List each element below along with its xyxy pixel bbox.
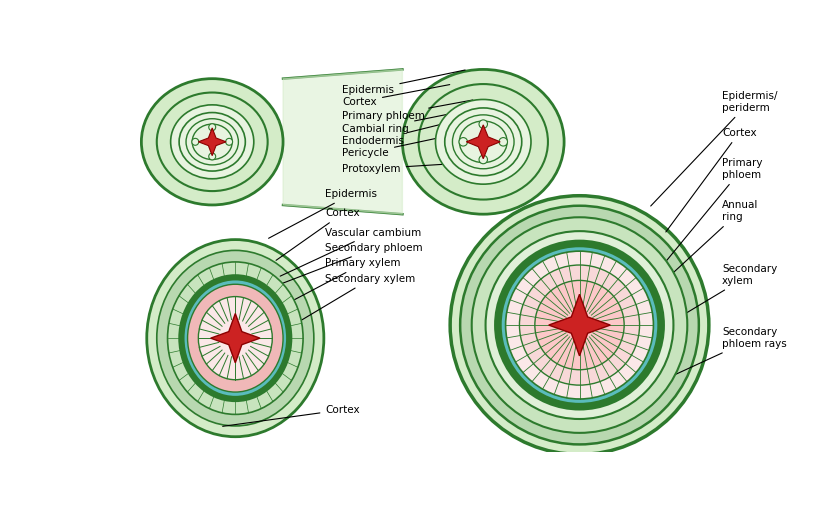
Ellipse shape (147, 240, 324, 437)
Ellipse shape (452, 115, 514, 169)
Circle shape (472, 217, 687, 433)
Circle shape (459, 138, 468, 146)
Polygon shape (283, 70, 402, 214)
Text: Cortex: Cortex (276, 208, 360, 260)
Circle shape (479, 120, 488, 129)
Text: Protoxylem: Protoxylem (342, 162, 480, 174)
Circle shape (498, 243, 661, 407)
Text: Secondary
xylem: Secondary xylem (656, 264, 777, 331)
Ellipse shape (419, 84, 548, 200)
Text: Epidermis: Epidermis (342, 70, 465, 95)
Circle shape (192, 138, 199, 145)
Text: Epidermis/
periderm: Epidermis/ periderm (651, 91, 778, 206)
Ellipse shape (181, 277, 289, 399)
Polygon shape (211, 313, 260, 363)
Ellipse shape (157, 92, 268, 191)
Circle shape (209, 153, 216, 160)
Ellipse shape (402, 70, 564, 214)
Text: Annual
ring: Annual ring (658, 200, 759, 286)
Circle shape (535, 280, 624, 370)
Ellipse shape (141, 79, 283, 205)
Text: Secondary xylem: Secondary xylem (261, 274, 416, 344)
Text: Primary phloem: Primary phloem (342, 100, 473, 121)
Circle shape (479, 155, 488, 164)
Ellipse shape (192, 124, 232, 160)
Text: Secondary
phloem rays: Secondary phloem rays (652, 327, 787, 386)
Circle shape (209, 124, 216, 131)
Circle shape (499, 138, 508, 146)
Ellipse shape (179, 113, 245, 171)
Text: Vascular cambium: Vascular cambium (280, 228, 421, 276)
Ellipse shape (170, 105, 253, 179)
Circle shape (485, 231, 673, 419)
Ellipse shape (157, 250, 314, 426)
Circle shape (519, 265, 640, 385)
Text: Pericycle: Pericycle (342, 124, 500, 158)
Ellipse shape (460, 121, 507, 163)
Text: Cambial ring: Cambial ring (342, 109, 477, 134)
Polygon shape (548, 294, 610, 356)
Ellipse shape (168, 262, 303, 415)
Text: Primary
phloem: Primary phloem (666, 158, 763, 261)
Ellipse shape (435, 100, 531, 184)
Circle shape (505, 251, 653, 399)
Circle shape (460, 206, 699, 444)
Circle shape (450, 196, 709, 455)
Ellipse shape (445, 108, 522, 176)
Text: Epidermis: Epidermis (268, 189, 377, 238)
Ellipse shape (188, 284, 283, 392)
Ellipse shape (186, 119, 238, 165)
Circle shape (226, 138, 233, 145)
Polygon shape (466, 125, 500, 158)
Text: Cortex: Cortex (223, 405, 360, 426)
Text: Secondary phloem: Secondary phloem (273, 243, 423, 287)
Text: Primary xylem: Primary xylem (253, 259, 401, 322)
Ellipse shape (199, 297, 273, 380)
Text: Cortex: Cortex (342, 84, 450, 107)
Text: Cortex: Cortex (666, 128, 756, 232)
Text: Endodermis: Endodermis (342, 115, 477, 146)
Polygon shape (199, 128, 226, 155)
